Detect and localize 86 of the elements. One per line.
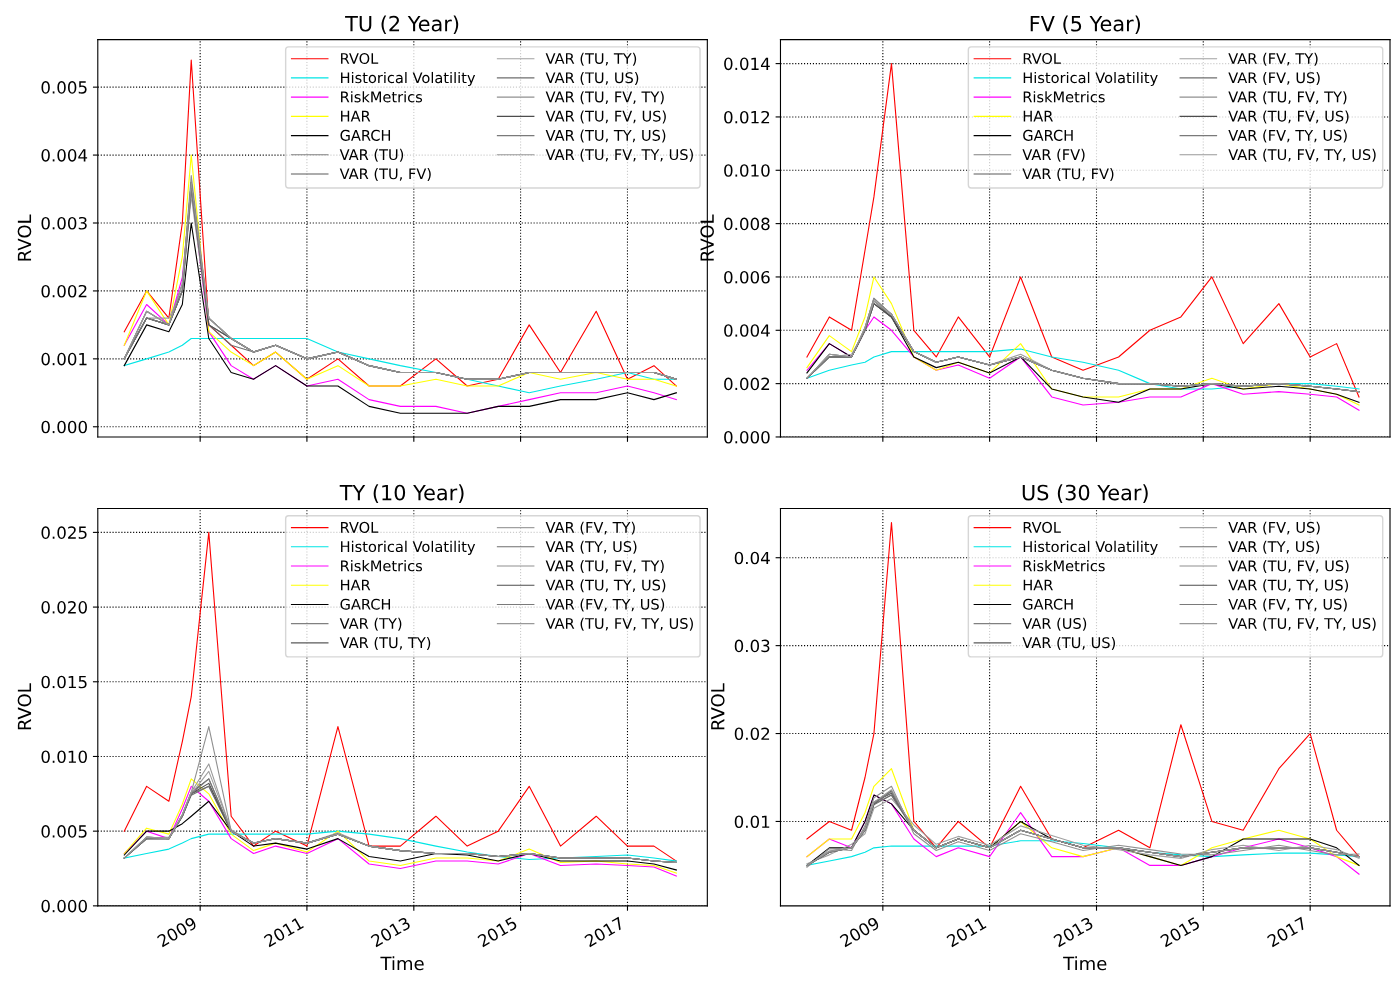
y-tick-label: 0.002 — [41, 284, 87, 298]
legend-label: VAR (FV, TY, US) — [1228, 598, 1347, 612]
legend-label: GARCH — [1023, 129, 1073, 141]
y-axis-title: RVOL — [17, 683, 32, 730]
legend-label: VAR (FV, TY) — [1228, 52, 1318, 66]
y-tick-label: 0.03 — [734, 639, 770, 653]
x-axis-title: Time — [1063, 956, 1107, 971]
legend-label: VAR (FV, TY, US) — [1228, 129, 1347, 143]
legend-label: Historical Volatility — [1023, 71, 1158, 87]
y-tick-label: 0.006 — [724, 270, 770, 284]
y-tick-label: 0.000 — [724, 430, 770, 444]
legend-label: VAR (TU, US) — [1022, 636, 1115, 650]
y-tick-label: 0.004 — [724, 324, 770, 337]
x-axis-title: Time — [380, 956, 424, 971]
legend-label: RVOL — [341, 521, 379, 533]
legend-label: HAR — [1023, 579, 1053, 591]
legend-label: RiskMetrics — [341, 91, 423, 103]
legend-label: GARCH — [1023, 598, 1073, 610]
legend-label: HAR — [341, 579, 371, 591]
legend-label: VAR (TU, FV, US) — [1228, 560, 1349, 574]
y-tick-label: 0.015 — [41, 675, 87, 689]
legend-label: RVOL — [1023, 52, 1061, 65]
legend-label: Historical Volatility — [1023, 540, 1158, 555]
legend-label: VAR (TU, FV) — [339, 168, 431, 182]
legend-label: VAR (TU, FV, TY, US) — [545, 617, 693, 631]
legend-label: VAR (TU, TY) — [339, 636, 431, 650]
legend-label: VAR (TU, FV, TY, US) — [545, 148, 693, 162]
legend-label: VAR (TY, US) — [545, 540, 637, 554]
legend-label: RiskMetrics — [1023, 91, 1105, 103]
y-tick-label: 0.01 — [734, 815, 770, 829]
y-tick-label: 0.025 — [41, 526, 87, 539]
y-tick-label: 0.000 — [41, 899, 87, 913]
legend-label: RiskMetrics — [341, 560, 423, 572]
legend-label: VAR (TY, US) — [1228, 540, 1320, 554]
legend-label: VAR (TU, FV) — [1022, 168, 1114, 182]
legend-label: VAR (TU, FV, TY, US) — [1228, 617, 1376, 631]
y-tick-label: 0.010 — [41, 750, 87, 764]
legend-label: VAR (TU, FV, US) — [545, 110, 666, 124]
y-tick-label: 0.008 — [724, 217, 770, 231]
legend-label: VAR (TU, TY, US) — [1228, 579, 1349, 593]
legend-label: VAR (FV, US) — [1228, 71, 1320, 85]
y-tick-label: 0.014 — [724, 57, 770, 71]
legend-label: HAR — [1023, 110, 1053, 122]
y-tick-label: 0.04 — [734, 551, 770, 565]
chart-title: TU (2 Year) — [345, 15, 459, 35]
y-tick-label: 0.02 — [734, 727, 770, 741]
y-tick-label: 0.005 — [41, 825, 87, 838]
chart-title: TY (10 Year) — [339, 484, 464, 503]
chart-title: FV (5 Year) — [1030, 15, 1141, 35]
y-tick-label: 0.004 — [41, 149, 88, 162]
y-tick-label: 0.012 — [724, 110, 770, 124]
legend-label: RiskMetrics — [1023, 560, 1105, 572]
legend-label: VAR (TU) — [339, 148, 404, 162]
legend-label: VAR (TU, FV, TY) — [545, 560, 664, 574]
y-tick-label: 0.001 — [41, 352, 87, 366]
y-tick-label: 0.000 — [41, 420, 87, 434]
legend-label: VAR (US) — [1022, 617, 1087, 631]
legend-label: VAR (TU, TY, US) — [545, 579, 666, 593]
legend-label: Historical Volatility — [341, 540, 476, 555]
y-axis-title: RVOL — [710, 683, 725, 730]
y-tick-label: 0.005 — [41, 81, 87, 94]
legend-label: VAR (FV) — [1022, 148, 1085, 162]
y-tick-label: 0.020 — [41, 601, 87, 614]
legend-label: VAR (TU, TY, US) — [545, 129, 666, 143]
legend-label: VAR (FV, US) — [1228, 521, 1320, 535]
legend-label: VAR (TU, FV, US) — [1228, 110, 1349, 124]
legend-label: HAR — [341, 110, 371, 122]
y-tick-label: 0.010 — [724, 164, 770, 177]
legend-label: GARCH — [340, 598, 391, 610]
legend-label: GARCH — [340, 129, 391, 141]
legend-label: VAR (FV, TY, US) — [545, 598, 665, 612]
chart-title: US (30 Year) — [1022, 484, 1148, 503]
legend-label: Historical Volatility — [341, 71, 476, 87]
legend-label: VAR (FV, TY) — [545, 521, 635, 535]
y-tick-label: 0.002 — [724, 377, 770, 391]
y-axis-title: RVOL — [17, 214, 32, 261]
y-tick-label: 0.003 — [41, 216, 87, 230]
legend-label: RVOL — [341, 52, 379, 65]
legend-label: VAR (TU, FV, TY) — [545, 91, 664, 105]
legend-label: VAR (TU, FV, TY) — [1228, 91, 1347, 105]
y-axis-title: RVOL — [700, 214, 714, 261]
legend-label: VAR (TY) — [339, 617, 402, 631]
legend-label: RVOL — [1023, 521, 1061, 533]
legend-label: VAR (TU, TY) — [545, 52, 637, 66]
legend-label: VAR (TU, US) — [545, 71, 639, 85]
legend-label: VAR (TU, FV, TY, US) — [1228, 148, 1376, 162]
